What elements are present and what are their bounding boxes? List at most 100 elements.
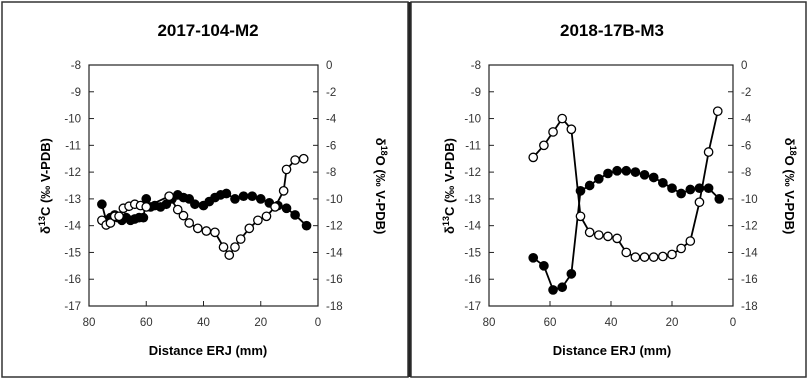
y-left-tick-label: -14 xyxy=(464,221,481,233)
y-right-tick-label: -2 xyxy=(741,87,751,99)
y-right-tick-label: -4 xyxy=(326,114,337,126)
y-right-tick-label: -6 xyxy=(326,140,336,152)
x-axis-label-2: Distance ERJ (mm) xyxy=(553,343,671,358)
point-d18o xyxy=(218,242,229,252)
point-d13c xyxy=(593,173,604,184)
y-axis-label-right-1: δ18O (‰ V-PDB) xyxy=(373,138,389,235)
y-axis-label-right-2: δ18O (‰ V-PDB) xyxy=(782,138,798,235)
point-d13c xyxy=(138,212,149,223)
y-left-tick-label: -17 xyxy=(64,301,81,313)
y-left-tick-label: -11 xyxy=(465,140,481,152)
point-d18o xyxy=(253,215,263,226)
x-tick-label: 0 xyxy=(730,317,736,329)
point-d18o xyxy=(114,211,124,222)
y-left-tick-label: -13 xyxy=(464,194,481,206)
y-left-tick-label: -8 xyxy=(71,60,81,72)
x-tick-label: 60 xyxy=(140,317,153,329)
point-d18o xyxy=(230,242,240,252)
y-right-tick-label: 0 xyxy=(741,60,747,72)
x-axis-label-1: Distance ERJ (mm) xyxy=(149,343,267,358)
point-d18o xyxy=(192,223,203,234)
point-d18o xyxy=(141,202,152,212)
point-d13c xyxy=(238,191,249,202)
point-d13c xyxy=(657,177,668,188)
point-d13c xyxy=(255,194,266,204)
point-d18o xyxy=(281,164,292,175)
y-right-tick-label: -6 xyxy=(741,140,751,152)
y-left-tick-label: -17 xyxy=(464,301,481,313)
point-d18o xyxy=(566,124,577,135)
y-right-tick-label: -12 xyxy=(741,221,758,233)
y-right-tick-label: -2 xyxy=(326,87,336,99)
point-d13c xyxy=(584,180,595,191)
point-d18o xyxy=(244,223,255,234)
point-d18o xyxy=(210,227,220,238)
y-right-tick-label: -8 xyxy=(741,167,751,179)
y-right-tick-label: -16 xyxy=(741,274,758,286)
y-right-tick-label: -14 xyxy=(741,247,758,259)
point-d18o xyxy=(539,140,549,151)
y-axis-label-left-2: δ13C (‰ V-PDB) xyxy=(441,138,457,234)
point-d13c xyxy=(630,167,641,177)
point-d13c xyxy=(557,282,568,293)
point-d18o xyxy=(657,251,668,262)
y-left-tick-label: -15 xyxy=(64,247,81,259)
x-tick-label: 60 xyxy=(544,317,557,329)
y-right-tick-label: -10 xyxy=(326,194,343,206)
y-right-tick-label: 0 xyxy=(326,60,332,72)
y-left-tick-label: -14 xyxy=(64,221,81,233)
y-axis-label-left-1: δ13C (‰ V-PDB) xyxy=(37,138,53,234)
point-d18o xyxy=(224,250,235,260)
y-left-tick-label: -16 xyxy=(464,274,481,286)
point-d18o xyxy=(528,152,539,163)
x-tick-label: 0 xyxy=(315,317,321,329)
y-right-tick-label: -16 xyxy=(326,274,343,286)
point-d13c xyxy=(221,188,232,199)
x-tick-label: 40 xyxy=(197,317,210,329)
x-tick-label: 80 xyxy=(483,317,496,329)
point-d18o xyxy=(261,211,272,222)
point-d18o xyxy=(298,153,309,164)
y-right-tick-label: -18 xyxy=(326,301,343,313)
point-d13c xyxy=(301,220,312,231)
y-left-tick-label: -16 xyxy=(64,274,81,286)
point-d13c xyxy=(247,191,258,202)
point-d18o xyxy=(667,249,677,260)
point-d13c xyxy=(667,183,677,194)
point-d18o xyxy=(235,234,246,244)
chart-title-1: 2017-104-M2 xyxy=(157,21,258,40)
point-d18o xyxy=(639,252,650,262)
x-tick-label: 20 xyxy=(254,317,267,329)
x-tick-label: 80 xyxy=(83,317,96,329)
marks-1: 80 60 40 20 0 -8 -9 -10 -11 -12 -13 -14 -15 -16 -17 0 -2… xyxy=(64,60,343,329)
point-d13c xyxy=(528,252,539,263)
point-d18o xyxy=(557,113,568,124)
point-d13c xyxy=(281,203,292,214)
y-left-tick-label: -15 xyxy=(464,247,481,259)
point-d13c xyxy=(676,188,687,199)
point-d18o xyxy=(584,227,595,238)
point-d18o xyxy=(621,247,632,258)
point-d18o xyxy=(290,155,300,165)
point-d13c xyxy=(703,183,714,194)
point-d18o xyxy=(164,191,174,202)
y-left-tick-label: -8 xyxy=(471,60,481,72)
point-d13c xyxy=(184,194,195,204)
point-d13c xyxy=(612,165,622,176)
point-d13c xyxy=(648,172,659,183)
marks-2: 80 60 40 20 0 -8 -9 -10 -11 -12 -13 -14 -15 -16 -17 0 -2… xyxy=(464,60,758,329)
point-d13c xyxy=(621,165,632,176)
y-left-tick-label: -10 xyxy=(464,114,481,126)
point-d18o xyxy=(593,230,604,240)
point-d13c xyxy=(97,199,107,210)
point-d18o xyxy=(648,252,659,262)
point-d18o xyxy=(630,252,641,262)
point-d18o xyxy=(184,218,195,228)
chart-panel-2: 2018-17B-M3 Distance ERJ (mm) δ13C (‰ V-… xyxy=(441,21,798,358)
point-d13c xyxy=(685,184,696,195)
y-right-tick-label: -8 xyxy=(326,167,336,179)
point-d13c xyxy=(290,210,300,220)
point-d18o xyxy=(548,127,558,137)
point-d18o xyxy=(278,186,289,196)
